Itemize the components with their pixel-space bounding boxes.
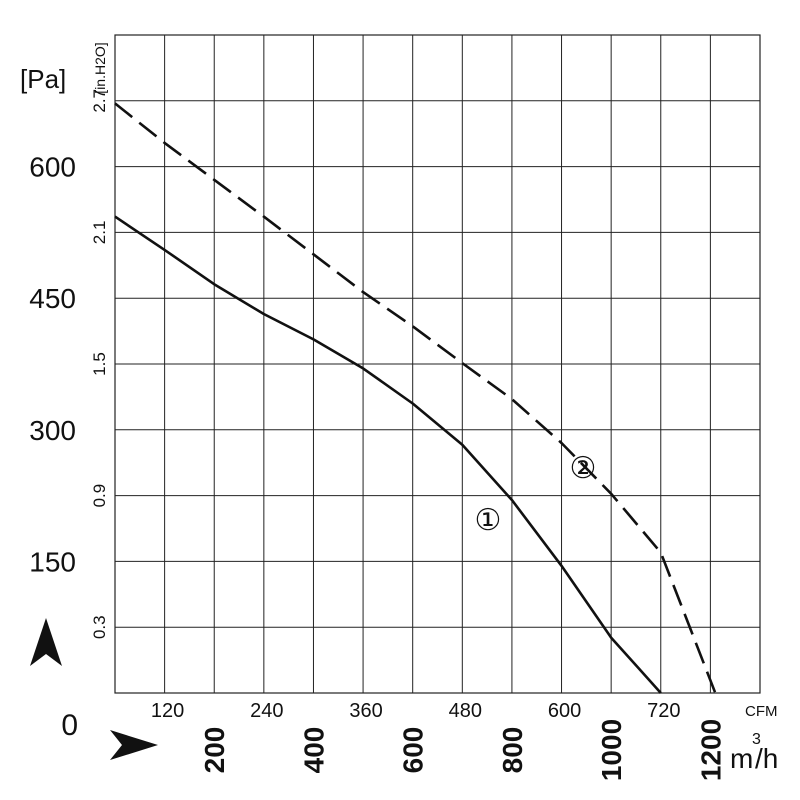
x-top-tick-label: 720 <box>647 700 680 722</box>
x-top-tick-label: 360 <box>349 700 382 722</box>
x-bottom-tick-label: 600 <box>398 727 429 774</box>
curve-marker-2: ② <box>570 452 597 485</box>
curve-2 <box>114 102 717 694</box>
x-bottom-tick-label: 200 <box>199 727 230 774</box>
y-left-tick-label: 450 <box>29 283 76 314</box>
x-bottom-unit-superscript: 3 <box>752 731 761 748</box>
arrow-right-icon <box>110 730 158 760</box>
x-bottom-tick-label: 1200 <box>695 719 726 781</box>
x-top-unit: CFM <box>745 703 778 720</box>
y-right-tick-label: 2.7 <box>90 89 109 113</box>
y-left-tick-label: 0 <box>61 709 78 742</box>
x-bottom-tick-label: 1000 <box>596 719 627 781</box>
arrow-up-icon <box>30 618 62 666</box>
x-bottom-unit: m <box>730 743 753 774</box>
x-top-tick-label: 240 <box>250 700 283 722</box>
curves <box>114 102 717 694</box>
y-left-tick-label: 150 <box>29 546 76 577</box>
x-bottom-tick-label: 800 <box>497 727 528 774</box>
x-bottom-tick-label: 400 <box>298 727 329 774</box>
x-bottom-unit: /h <box>755 743 778 774</box>
y-left-unit: [Pa] <box>20 64 66 94</box>
plot-frame <box>114 34 761 694</box>
x-top-tick-label: 480 <box>449 700 482 722</box>
y-left-tick-label: 300 <box>29 415 76 446</box>
y-right-tick-label: 0.9 <box>90 484 109 508</box>
x-top-tick-label: 600 <box>548 700 581 722</box>
y-left-tick-label: 600 <box>29 152 76 183</box>
y-right-unit: [in.H2O] <box>92 42 108 93</box>
grid <box>114 34 761 694</box>
y-right-tick-label: 0.3 <box>90 615 109 639</box>
y-right-tick-label: 1.5 <box>90 352 109 376</box>
curve-1 <box>114 215 662 694</box>
curve-marker-1: ① <box>475 504 502 537</box>
axis-labels: 0 150 300 450 600 [Pa] 0.3 0.9 1.5 2.1 2.7[in.H2O]… <box>20 42 778 781</box>
y-right-tick-label: 2.1 <box>90 221 109 245</box>
x-top-tick-label: 120 <box>151 700 184 722</box>
